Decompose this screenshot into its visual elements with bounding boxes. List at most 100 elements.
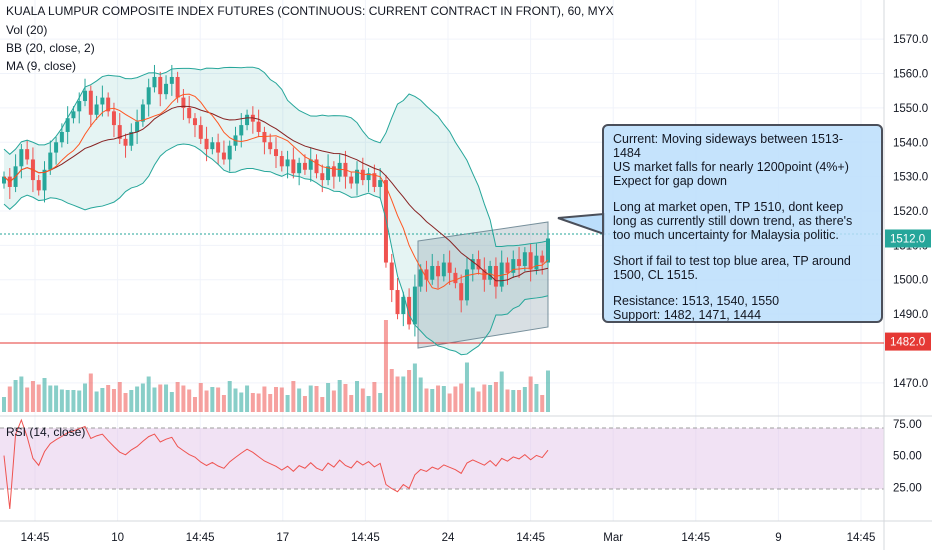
candle-body (83, 90, 88, 102)
candle-body (164, 83, 169, 95)
volume-bar (482, 384, 487, 412)
candle-body (470, 259, 475, 270)
candle-body (326, 166, 331, 181)
candle-body (274, 149, 278, 157)
volume-bar (343, 384, 348, 412)
candle-body (42, 169, 47, 191)
volume-bar (198, 383, 203, 412)
candle-body (48, 152, 53, 170)
time-tick-label: 14:45 (186, 532, 215, 544)
volume-bar (262, 386, 267, 412)
candle-body (65, 118, 70, 132)
candle-body (36, 180, 41, 191)
volume-bar (19, 376, 24, 412)
legend-bollinger[interactable]: BB (20, close, 2) (6, 41, 95, 55)
legend-volume[interactable]: Vol (20) (6, 23, 48, 37)
volume-bar (250, 393, 255, 412)
volume-bar (540, 395, 545, 412)
volume-bar (285, 395, 290, 412)
candle-body (204, 138, 209, 150)
candle-body (175, 76, 180, 98)
candle-body (106, 97, 111, 112)
rsi-tick-label: 75.00 (893, 419, 922, 431)
candle-body (111, 111, 116, 126)
note-line: too much uncertainty for Malaysia politi… (613, 228, 839, 242)
candle-body (499, 262, 504, 287)
candle-body (291, 159, 296, 174)
volume-bar (94, 391, 99, 412)
volume-bar (175, 382, 180, 412)
candle-body (19, 149, 24, 167)
candle-body (100, 97, 105, 105)
analysis-note[interactable]: Current: Moving sideways between 1513- 1… (602, 124, 883, 323)
candle-body (25, 149, 30, 160)
price-tick-label: 1530.0 (893, 172, 928, 184)
volume-bar (517, 390, 522, 412)
candle-body (262, 131, 267, 143)
volume-bar (291, 381, 296, 412)
volume-bar (210, 387, 215, 412)
volume-bar (2, 397, 6, 412)
volume-bar (7, 386, 12, 412)
volume-bar (13, 380, 18, 412)
last-price-badge (885, 229, 931, 248)
candle-body (476, 259, 481, 270)
volume-bar (181, 385, 186, 412)
candle-body (366, 173, 371, 181)
volume-bar (71, 390, 76, 412)
candle-body (546, 238, 550, 263)
candle-body (395, 290, 400, 315)
volume-bar (360, 388, 365, 412)
rsi-band (0, 428, 884, 489)
volume-bar (146, 376, 151, 412)
volume-bar (30, 381, 35, 412)
volume-bar (302, 396, 307, 412)
volume-bar (36, 384, 41, 412)
volume-bar (476, 391, 481, 412)
volume-bar (412, 363, 417, 412)
price-tick-label: 1470.0 (893, 378, 928, 390)
bb-fill (4, 67, 548, 355)
candle-body (505, 262, 510, 273)
volume-bar (54, 385, 59, 412)
volume-bar (464, 362, 469, 412)
candle-body (146, 87, 151, 105)
chart-title: KUALA LUMPUR COMPOSITE INDEX FUTURES (CO… (6, 4, 614, 18)
volume-bar (187, 389, 192, 412)
support-price-label: 1482.0 (890, 337, 925, 349)
volume-bar (441, 386, 446, 412)
candle-body (71, 111, 76, 119)
candle-body (158, 76, 163, 95)
channel-drawing[interactable] (417, 221, 549, 349)
volume-bar (349, 395, 354, 412)
candle-body (320, 173, 325, 181)
time-tick-label: 9 (775, 532, 781, 544)
volume-bar (401, 376, 406, 412)
volume-bar (534, 384, 539, 412)
legend-rsi[interactable]: RSI (14, close) (6, 425, 86, 439)
volume-bar (372, 382, 377, 412)
candle-body (488, 265, 493, 280)
volume-bar (366, 396, 371, 412)
candle-body (169, 76, 174, 84)
candle-body (459, 283, 464, 301)
volume-bar (320, 397, 325, 412)
volume-bar (528, 376, 533, 412)
volume-bar (117, 382, 122, 412)
legend-ma[interactable]: MA (9, close) (6, 59, 77, 73)
volume-bar (88, 373, 93, 412)
candle-body (152, 76, 157, 88)
note-line: long as currently still down trend, as t… (613, 214, 853, 228)
volume-bar (135, 386, 140, 412)
time-tick-label: 14:45 (351, 532, 380, 544)
volume-bar (268, 394, 273, 412)
volume-bar (297, 388, 302, 412)
candle-body (424, 269, 429, 280)
candle-body (59, 131, 64, 143)
time-tick-label: 10 (111, 532, 124, 544)
candle-body (464, 269, 469, 301)
note-paragraph-2: Long at market open, TP 1510, dont keep … (613, 200, 872, 242)
volume-bar (164, 384, 169, 412)
volume-bar (65, 390, 70, 412)
candle-body (198, 125, 203, 139)
